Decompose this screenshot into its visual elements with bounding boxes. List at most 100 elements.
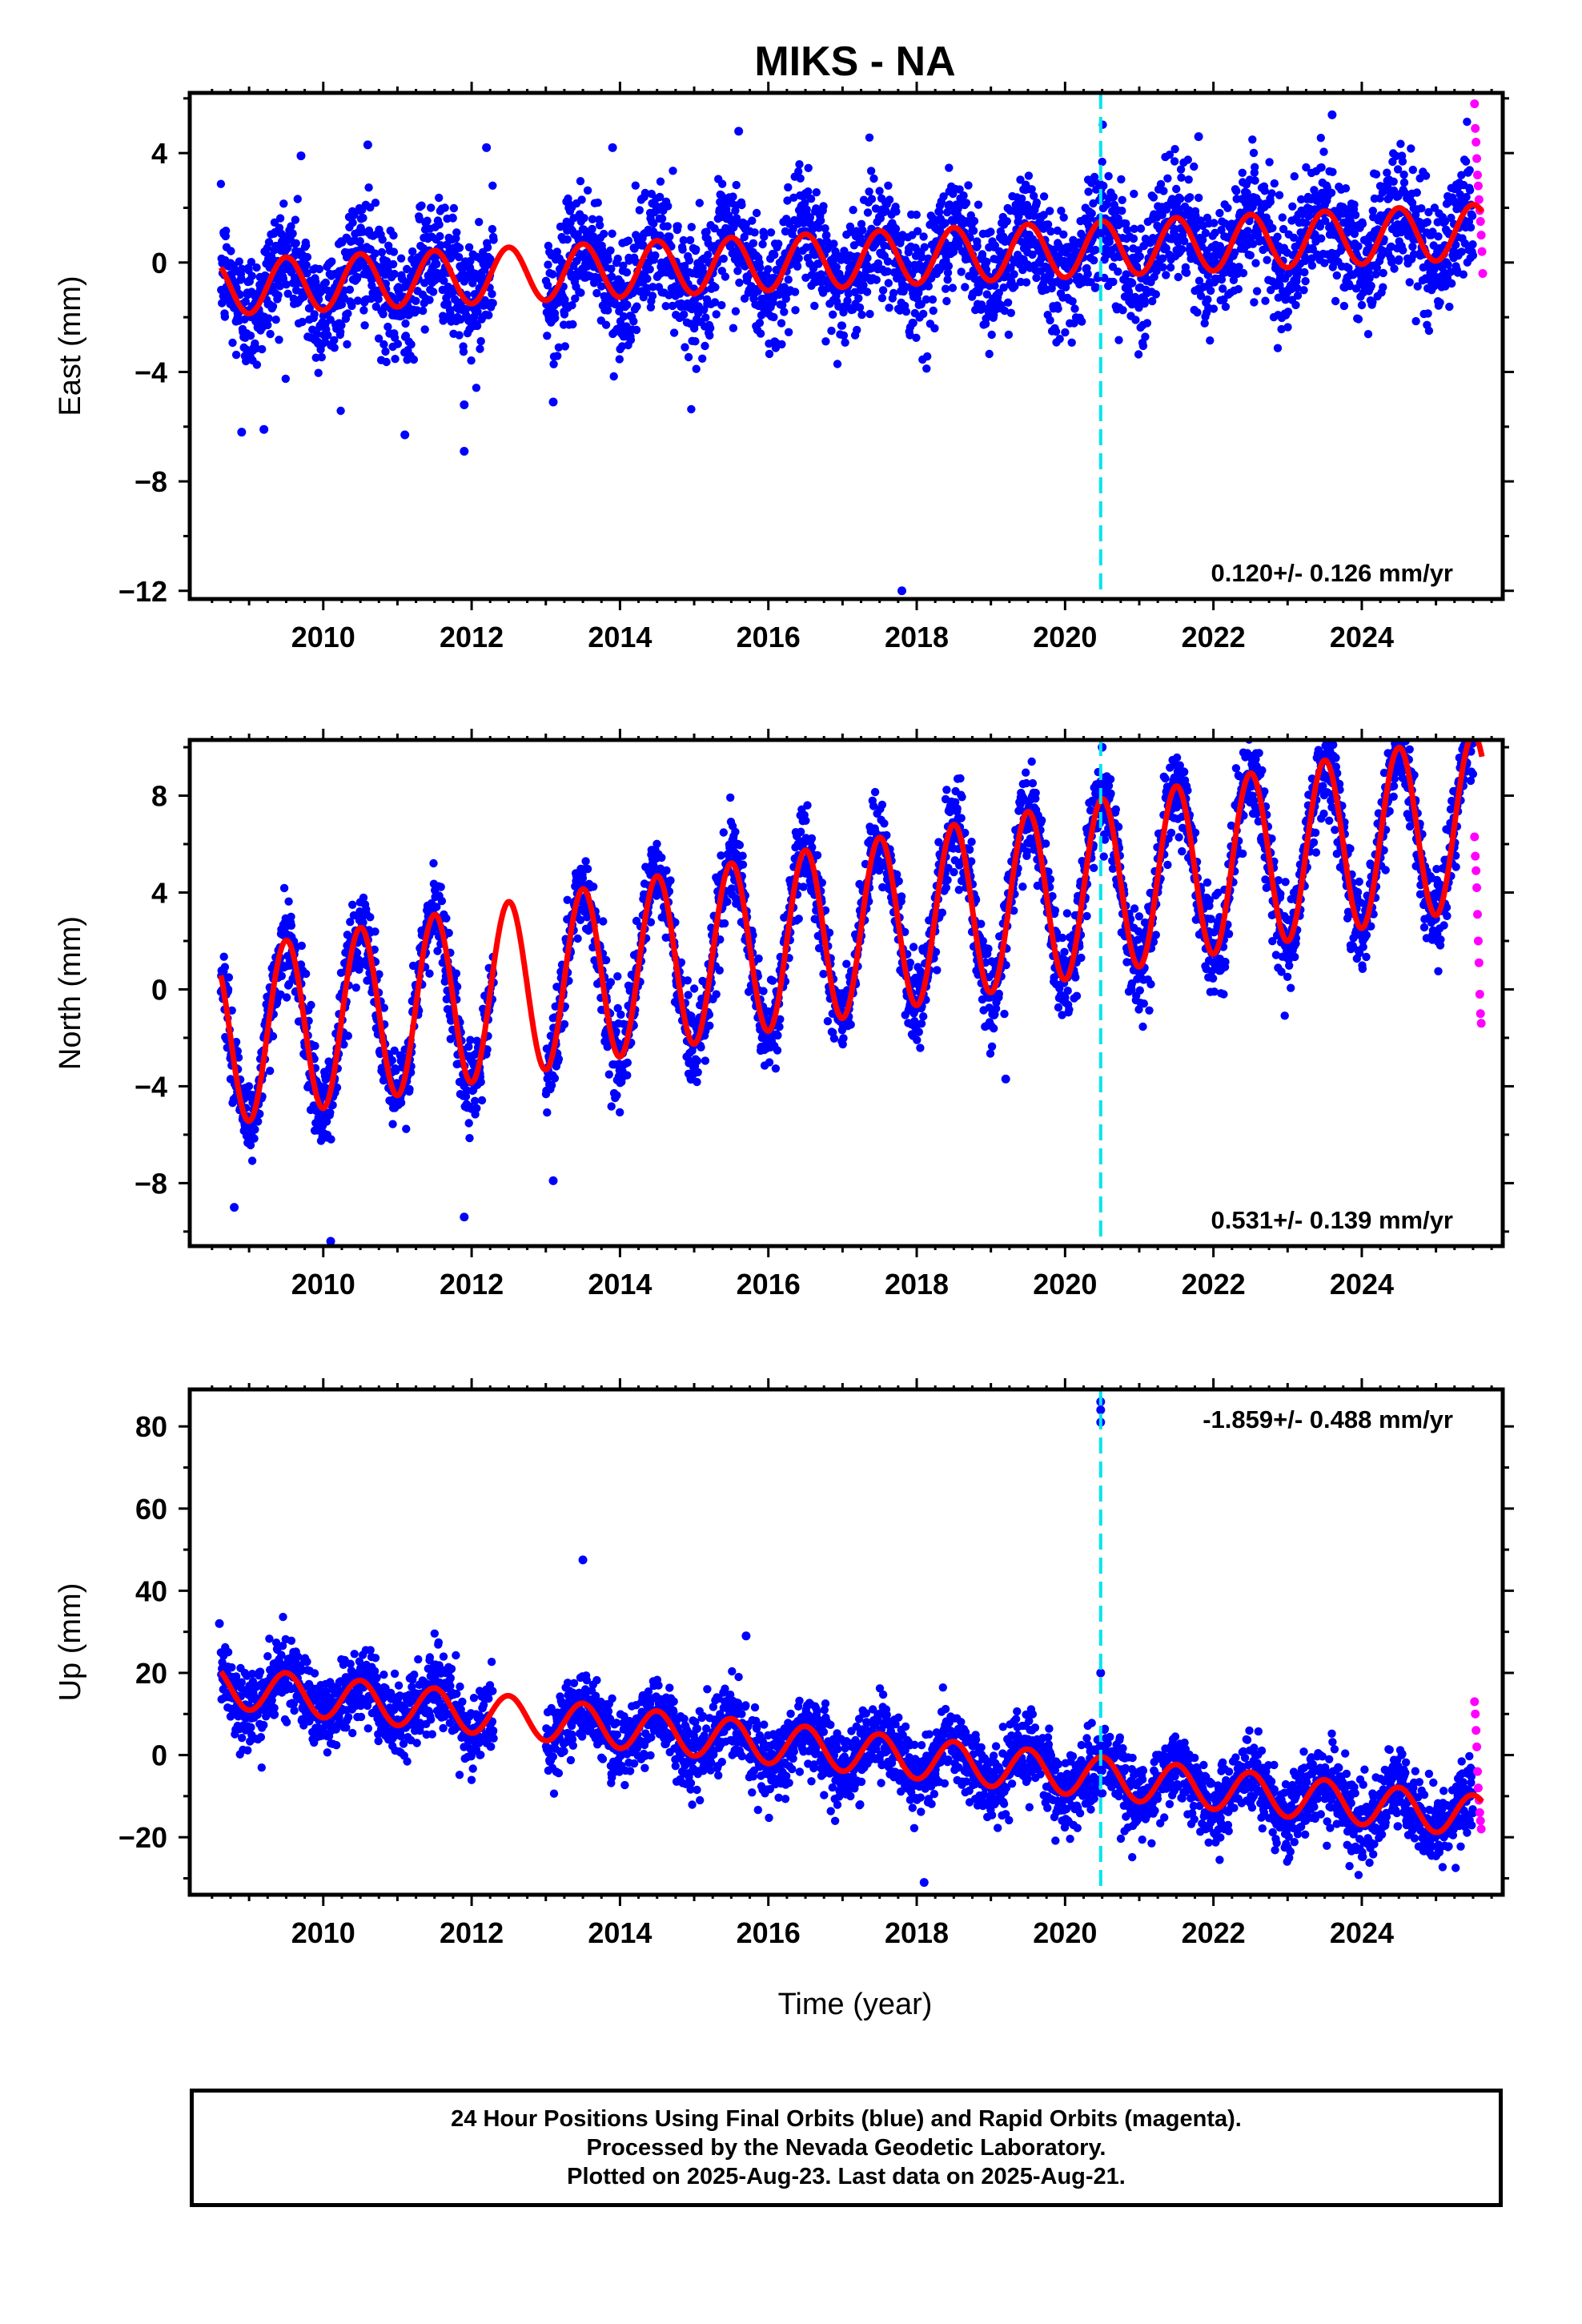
data-point bbox=[780, 308, 789, 316]
data-point bbox=[283, 243, 292, 252]
data-point bbox=[651, 251, 660, 260]
data-point bbox=[885, 195, 894, 204]
data-point bbox=[330, 344, 339, 352]
data-point bbox=[279, 199, 288, 208]
data-point bbox=[877, 294, 887, 303]
data-point bbox=[549, 360, 558, 368]
data-point bbox=[769, 312, 778, 322]
data-point bbox=[377, 247, 387, 257]
data-point bbox=[1283, 323, 1292, 332]
data-point bbox=[622, 268, 632, 277]
data-point bbox=[488, 181, 497, 190]
data-point bbox=[704, 251, 713, 259]
data-point bbox=[281, 374, 290, 384]
data-point bbox=[1136, 224, 1146, 233]
data-point bbox=[941, 284, 950, 293]
data-point bbox=[814, 259, 823, 268]
data-point bbox=[969, 226, 978, 235]
data-point bbox=[1190, 162, 1199, 171]
data-point bbox=[765, 349, 774, 359]
data-point bbox=[1002, 217, 1012, 226]
data-point bbox=[1178, 245, 1186, 254]
data-point bbox=[1234, 284, 1243, 294]
data-point bbox=[379, 310, 387, 319]
data-point bbox=[921, 295, 931, 304]
data-point bbox=[691, 337, 700, 346]
data-point bbox=[1332, 271, 1342, 280]
data-point bbox=[240, 315, 249, 324]
data-point bbox=[1091, 283, 1100, 292]
data-point bbox=[977, 300, 986, 309]
rapid-point bbox=[1473, 181, 1483, 191]
data-point bbox=[1141, 332, 1150, 341]
data-point bbox=[613, 972, 622, 981]
data-point bbox=[1358, 219, 1367, 228]
data-point bbox=[1351, 211, 1360, 219]
data-point bbox=[794, 167, 803, 176]
data-point bbox=[1250, 298, 1259, 307]
rapid-point bbox=[1471, 123, 1480, 133]
data-point bbox=[711, 283, 720, 292]
data-point bbox=[712, 310, 721, 319]
data-point bbox=[277, 229, 286, 239]
data-point bbox=[804, 187, 813, 196]
y-tick-label: −12 bbox=[118, 575, 167, 608]
data-point bbox=[687, 404, 696, 414]
data-point bbox=[957, 267, 966, 276]
data-point bbox=[455, 243, 464, 252]
data-point bbox=[1399, 246, 1407, 255]
data-point bbox=[1138, 341, 1148, 351]
data-point bbox=[784, 183, 793, 192]
data-point bbox=[343, 340, 351, 349]
rapid-point bbox=[1476, 231, 1486, 240]
data-point bbox=[632, 302, 641, 311]
data-point bbox=[1078, 317, 1086, 326]
data-point bbox=[939, 192, 948, 201]
data-point bbox=[314, 368, 323, 377]
data-point bbox=[930, 324, 939, 333]
data-point bbox=[990, 241, 1000, 250]
data-point bbox=[396, 254, 406, 263]
data-point bbox=[804, 163, 813, 172]
data-point bbox=[1221, 302, 1231, 312]
data-point bbox=[472, 384, 481, 392]
data-point bbox=[271, 316, 280, 324]
data-point bbox=[1114, 336, 1123, 344]
data-point bbox=[1288, 202, 1297, 211]
data-point bbox=[279, 883, 289, 893]
data-point bbox=[465, 1134, 474, 1143]
plot-area bbox=[216, 740, 1486, 1246]
data-point bbox=[982, 257, 991, 267]
x-tick-label: 2012 bbox=[440, 621, 504, 653]
data-point bbox=[449, 203, 459, 213]
data-point bbox=[355, 237, 364, 246]
data-point bbox=[343, 1031, 352, 1040]
data-point bbox=[415, 215, 424, 223]
final-orbit-points bbox=[216, 740, 1478, 1246]
data-point bbox=[985, 349, 994, 359]
data-point bbox=[613, 254, 622, 263]
data-point bbox=[1447, 279, 1456, 288]
data-point bbox=[282, 280, 291, 289]
data-point bbox=[833, 360, 842, 368]
data-point bbox=[1290, 172, 1299, 181]
data-point bbox=[884, 181, 893, 190]
x-ticks bbox=[211, 82, 1493, 610]
data-point bbox=[250, 1134, 259, 1143]
data-point bbox=[554, 343, 564, 352]
data-point bbox=[698, 263, 707, 272]
data-point bbox=[1087, 209, 1096, 218]
data-point bbox=[1098, 157, 1106, 167]
data-point bbox=[1331, 296, 1340, 306]
data-point bbox=[287, 222, 295, 231]
data-point bbox=[264, 314, 273, 323]
data-point bbox=[729, 192, 737, 201]
data-point bbox=[866, 167, 876, 175]
data-point bbox=[323, 331, 332, 340]
data-point bbox=[936, 227, 945, 236]
data-point bbox=[784, 328, 793, 336]
data-point bbox=[467, 356, 476, 365]
data-point bbox=[396, 1098, 406, 1108]
data-point bbox=[764, 265, 773, 274]
